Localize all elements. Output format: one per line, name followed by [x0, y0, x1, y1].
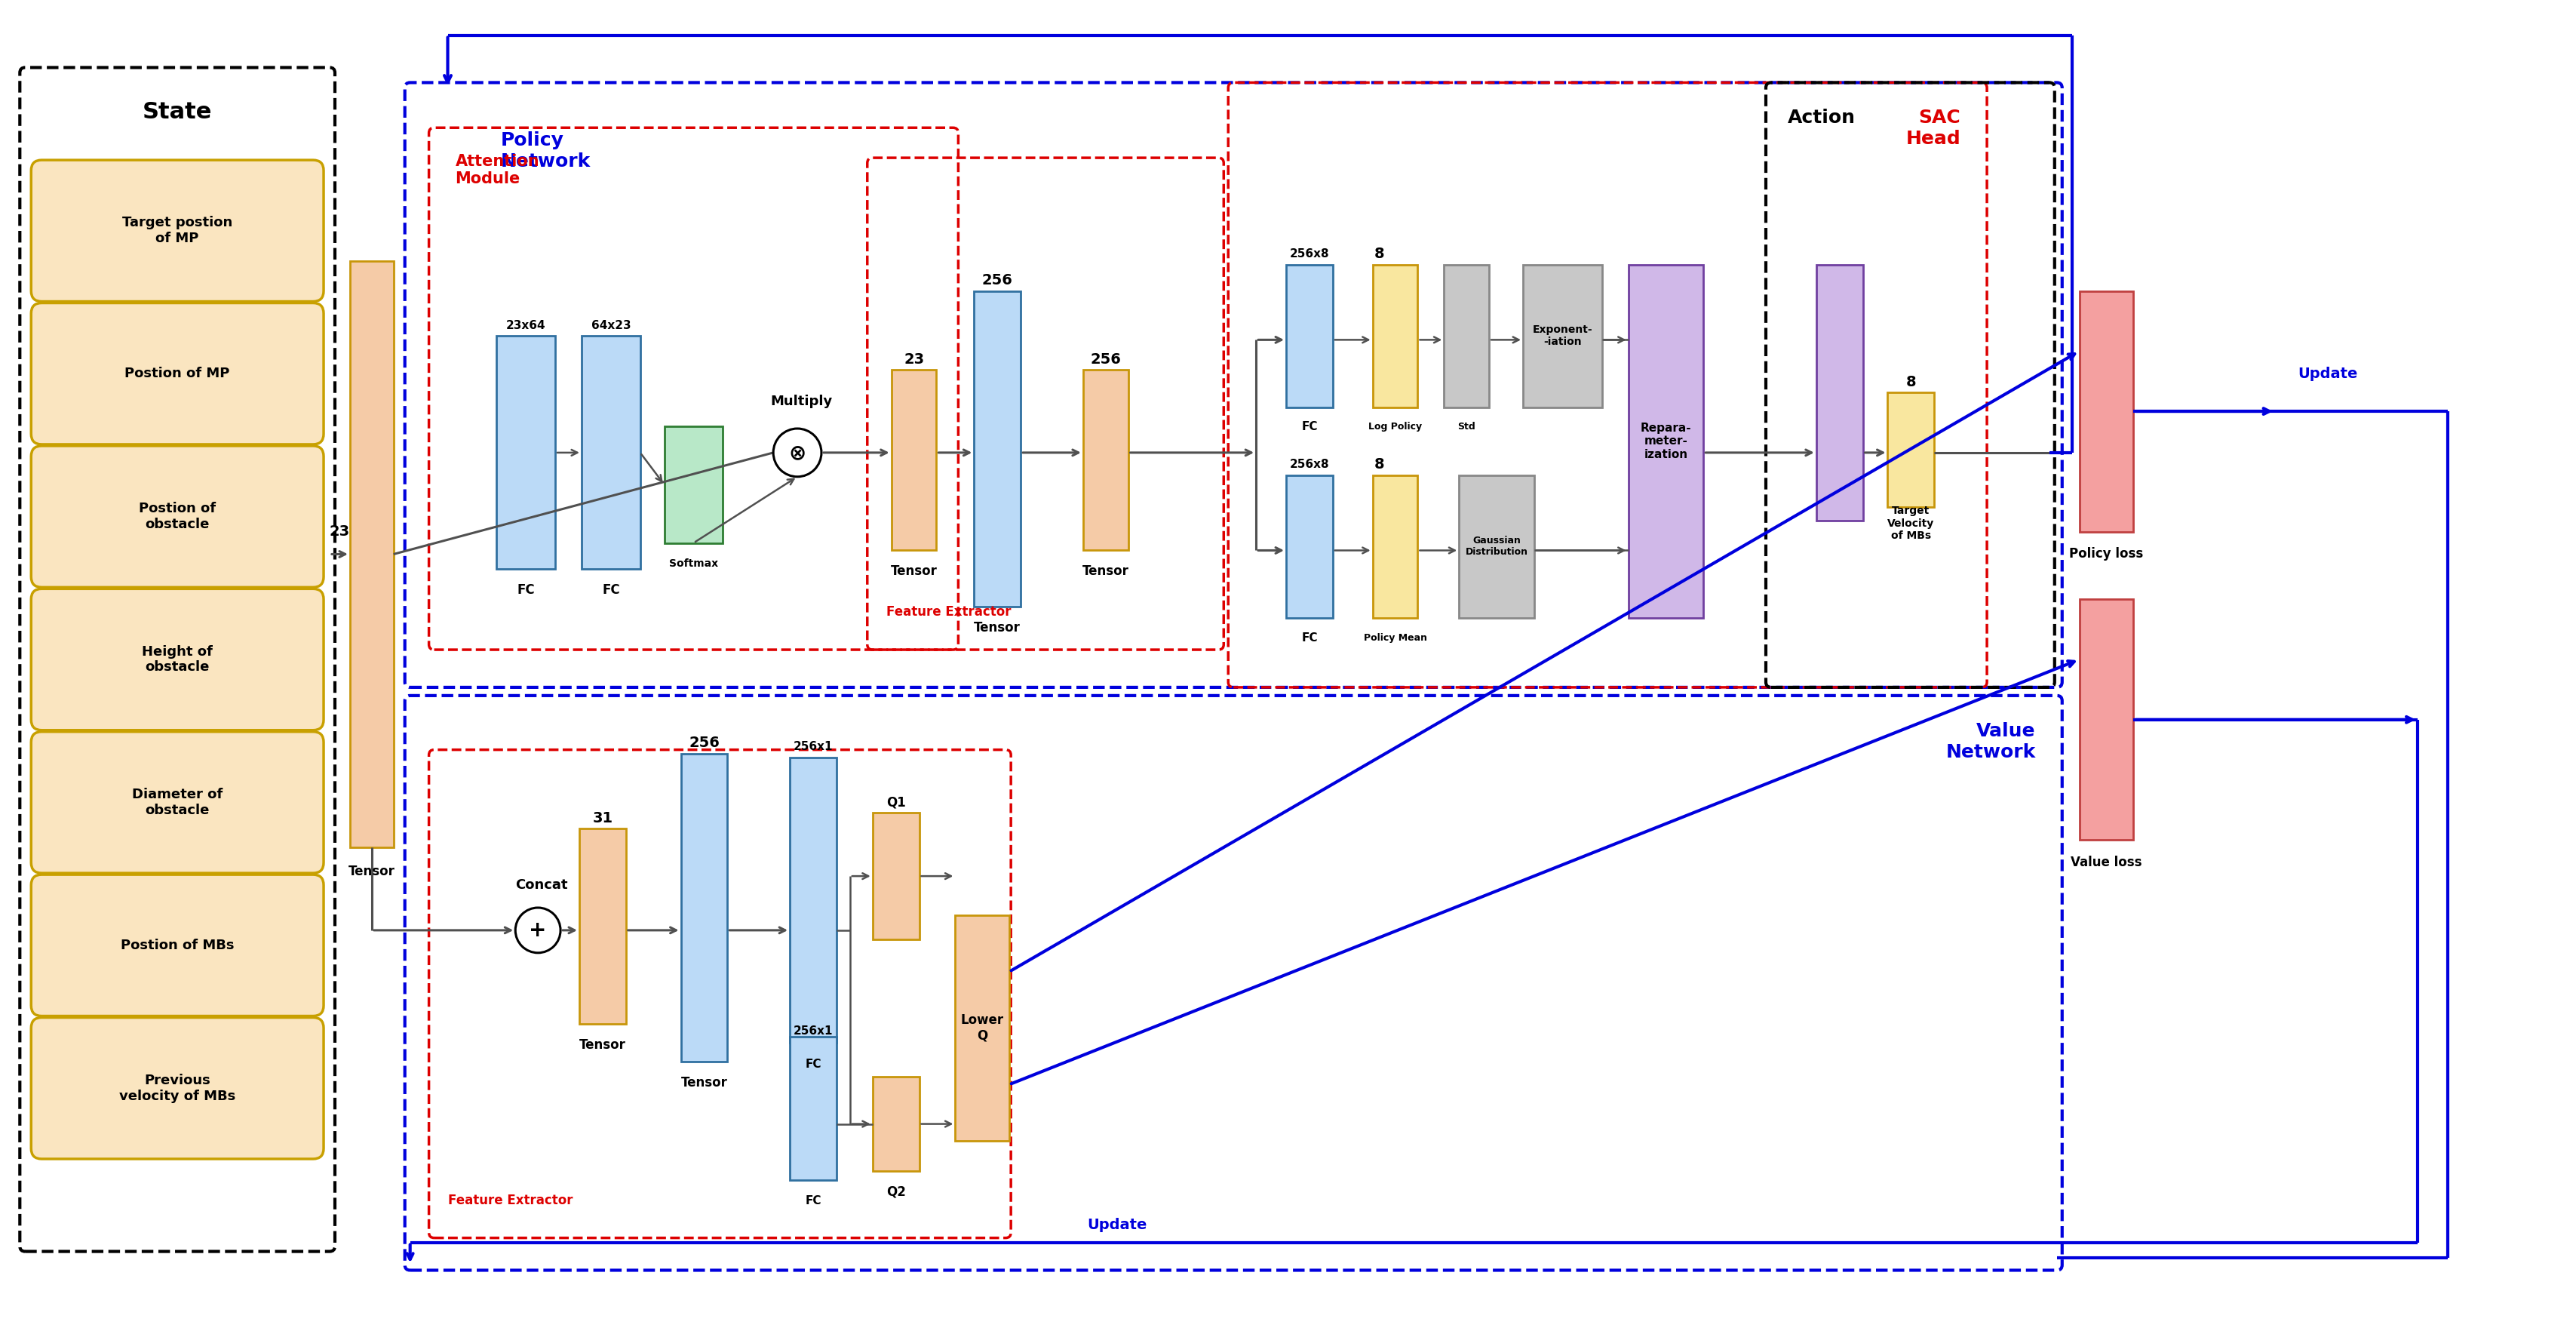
- FancyBboxPatch shape: [974, 291, 1020, 607]
- Text: State: State: [142, 101, 211, 122]
- Text: Update: Update: [1087, 1218, 1146, 1233]
- Text: 8: 8: [1906, 375, 1917, 389]
- FancyBboxPatch shape: [1888, 393, 1935, 507]
- FancyBboxPatch shape: [956, 916, 1010, 1141]
- FancyBboxPatch shape: [680, 753, 726, 1062]
- Text: FC: FC: [1301, 422, 1316, 433]
- Text: 31: 31: [592, 811, 613, 825]
- FancyBboxPatch shape: [31, 732, 325, 873]
- Text: 256: 256: [981, 273, 1012, 287]
- FancyBboxPatch shape: [891, 370, 935, 551]
- FancyBboxPatch shape: [31, 588, 325, 731]
- FancyBboxPatch shape: [580, 829, 626, 1025]
- Text: 23x64: 23x64: [505, 319, 546, 331]
- Text: FC: FC: [804, 1058, 822, 1070]
- Text: Lower
Q: Lower Q: [961, 1013, 1005, 1042]
- Text: SAC
Head: SAC Head: [1906, 109, 1960, 148]
- FancyBboxPatch shape: [1373, 265, 1417, 407]
- Text: Softmax: Softmax: [670, 559, 719, 570]
- FancyBboxPatch shape: [1285, 265, 1332, 407]
- FancyBboxPatch shape: [582, 335, 639, 570]
- Text: 256x1: 256x1: [793, 1025, 832, 1037]
- Text: Policy
Network: Policy Network: [500, 132, 590, 170]
- Text: 8: 8: [1373, 458, 1383, 473]
- Text: Feature Extractor: Feature Extractor: [448, 1194, 572, 1207]
- FancyBboxPatch shape: [350, 261, 394, 848]
- Text: Feature Extractor: Feature Extractor: [886, 606, 1010, 619]
- Text: 64x23: 64x23: [590, 319, 631, 331]
- Text: Multiply: Multiply: [770, 395, 832, 409]
- FancyBboxPatch shape: [1285, 475, 1332, 618]
- Text: 256x1: 256x1: [793, 741, 832, 752]
- Text: Previous
velocity of MBs: Previous velocity of MBs: [118, 1074, 234, 1103]
- Text: FC: FC: [804, 1195, 822, 1207]
- FancyBboxPatch shape: [31, 160, 325, 301]
- FancyBboxPatch shape: [873, 1077, 920, 1171]
- Text: 8: 8: [1373, 248, 1383, 261]
- Text: 23: 23: [904, 353, 925, 366]
- Text: Exponent-
-iation: Exponent- -iation: [1533, 325, 1592, 347]
- FancyBboxPatch shape: [1458, 475, 1533, 618]
- Text: Std: Std: [1458, 422, 1476, 433]
- FancyBboxPatch shape: [1443, 265, 1489, 407]
- FancyBboxPatch shape: [1816, 265, 1862, 520]
- Text: Attention
Module: Attention Module: [456, 154, 538, 186]
- FancyBboxPatch shape: [665, 426, 724, 543]
- FancyBboxPatch shape: [1082, 370, 1128, 551]
- Text: 256: 256: [688, 736, 719, 751]
- Text: +: +: [528, 920, 546, 941]
- Text: FC: FC: [603, 583, 621, 598]
- Text: 256: 256: [1090, 353, 1121, 366]
- Text: Tensor: Tensor: [580, 1038, 626, 1051]
- Text: FC: FC: [1301, 632, 1316, 643]
- FancyBboxPatch shape: [791, 757, 837, 1044]
- FancyBboxPatch shape: [31, 874, 325, 1016]
- FancyBboxPatch shape: [2079, 291, 2133, 531]
- Text: Tensor: Tensor: [680, 1077, 726, 1090]
- Text: 256x8: 256x8: [1288, 459, 1329, 470]
- Text: Tensor: Tensor: [348, 865, 394, 878]
- Text: Target postion
of MP: Target postion of MP: [121, 216, 232, 245]
- Text: Concat: Concat: [515, 878, 567, 892]
- Text: FC: FC: [518, 583, 536, 598]
- Text: ⊗: ⊗: [788, 442, 806, 463]
- Text: 23: 23: [330, 524, 350, 539]
- Text: Target
Velocity
of MBs: Target Velocity of MBs: [1888, 506, 1935, 540]
- FancyBboxPatch shape: [1522, 265, 1602, 407]
- Text: Policy loss: Policy loss: [2069, 547, 2143, 560]
- Text: Q2: Q2: [886, 1185, 904, 1199]
- FancyBboxPatch shape: [497, 335, 554, 570]
- Text: Tensor: Tensor: [974, 622, 1020, 635]
- FancyBboxPatch shape: [791, 1037, 837, 1181]
- Text: Action: Action: [1788, 109, 1855, 126]
- Text: Postion of MP: Postion of MP: [124, 367, 229, 381]
- Text: Tensor: Tensor: [1082, 564, 1128, 578]
- FancyBboxPatch shape: [31, 1017, 325, 1159]
- Text: Tensor: Tensor: [891, 564, 938, 578]
- Text: Repara-
meter-
ization: Repara- meter- ization: [1641, 422, 1690, 461]
- FancyBboxPatch shape: [873, 813, 920, 940]
- Text: 256x8: 256x8: [1288, 249, 1329, 260]
- FancyBboxPatch shape: [2079, 599, 2133, 840]
- Text: Postion of
obstacle: Postion of obstacle: [139, 502, 216, 531]
- Text: Diameter of
obstacle: Diameter of obstacle: [131, 788, 222, 817]
- FancyBboxPatch shape: [31, 446, 325, 587]
- Text: Postion of MBs: Postion of MBs: [121, 938, 234, 952]
- Text: Height of
obstacle: Height of obstacle: [142, 644, 214, 673]
- Text: Value
Network: Value Network: [1945, 721, 2035, 761]
- FancyBboxPatch shape: [1628, 265, 1703, 618]
- Text: Update: Update: [2298, 366, 2357, 381]
- Text: Log Policy: Log Policy: [1368, 422, 1422, 433]
- Text: Gaussian
Distribution: Gaussian Distribution: [1466, 536, 1528, 558]
- FancyBboxPatch shape: [31, 303, 325, 445]
- Text: Q1: Q1: [886, 796, 904, 809]
- FancyBboxPatch shape: [1373, 475, 1417, 618]
- Text: Value loss: Value loss: [2071, 856, 2141, 869]
- Text: Policy Mean: Policy Mean: [1363, 632, 1427, 643]
